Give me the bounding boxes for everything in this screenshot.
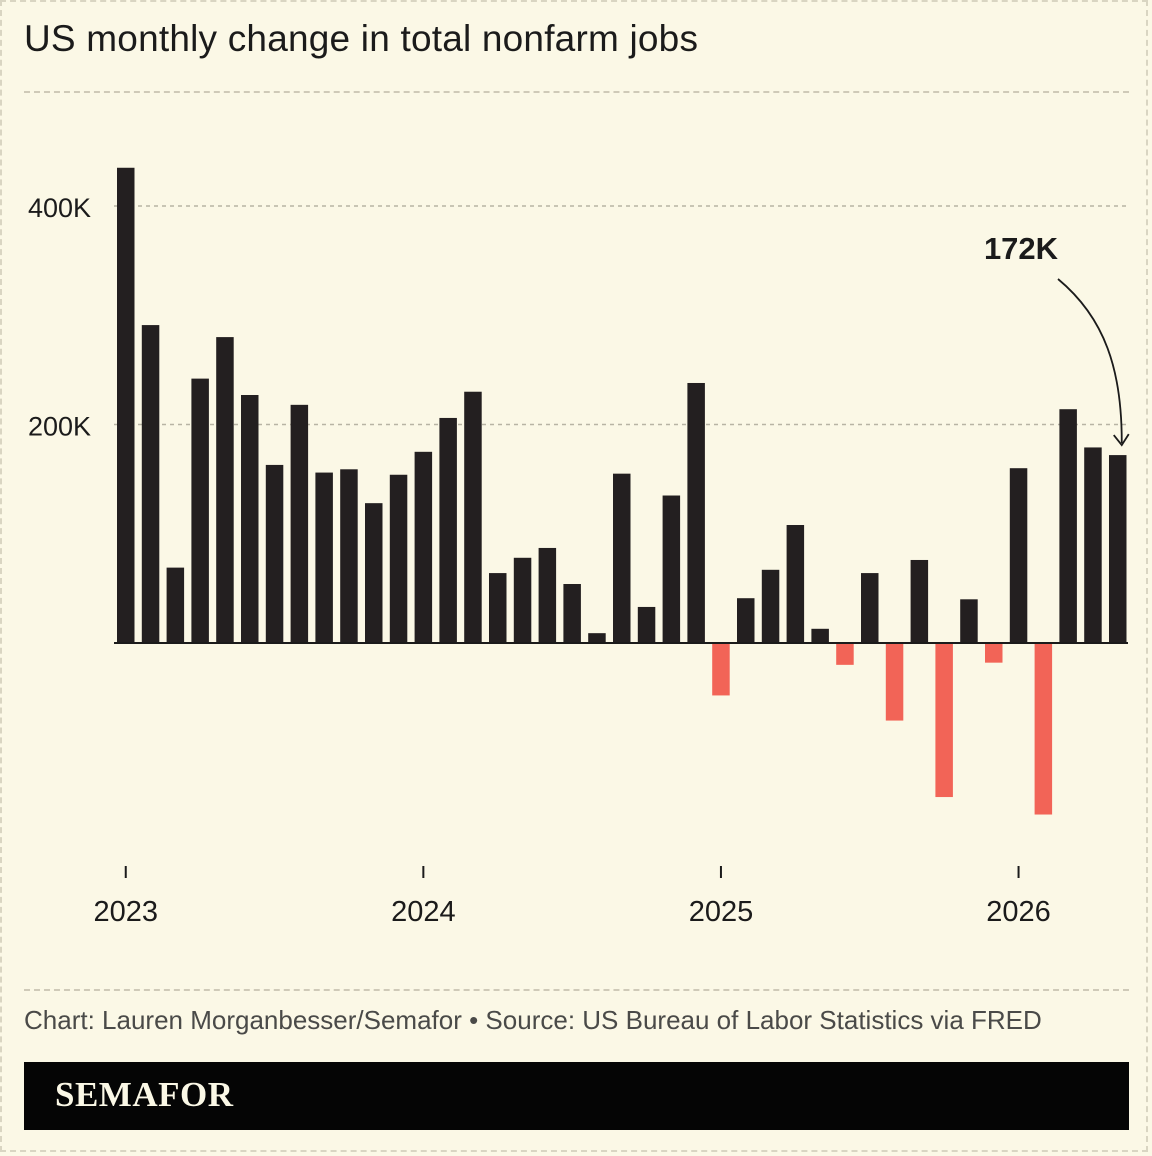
bar-2024-10 (637, 606, 656, 643)
bar-2025-10 (935, 643, 953, 798)
bar-2025-12 (985, 643, 1003, 663)
bar-2025-09 (910, 559, 929, 643)
y-tick-label: 400K (28, 193, 91, 223)
bar-2026-03 (1059, 409, 1077, 643)
bar-2025-05 (811, 628, 829, 643)
bar-2025-07 (861, 573, 879, 643)
x-tick-label: 2025 (689, 896, 754, 928)
bar-2024-06 (538, 547, 557, 643)
bar-2026-02 (1034, 643, 1053, 815)
bar-2023-04 (191, 378, 209, 643)
bar-2023-07 (265, 464, 284, 643)
bar-2025-11 (960, 599, 978, 643)
footer-divider (24, 989, 1129, 991)
bar-2025-02 (737, 598, 755, 643)
bar-2024-11 (662, 495, 681, 643)
title-divider (24, 91, 1129, 93)
bar-2023-10 (340, 469, 358, 643)
x-tick-label: 2026 (986, 896, 1051, 928)
chart-credit: Chart: Lauren Morganbesser/Semafor • Sou… (24, 1005, 1042, 1035)
bar-2023-08 (290, 404, 309, 643)
bar-2024-08 (588, 633, 606, 643)
annotation-arrowhead (1113, 433, 1130, 447)
x-tick-label: 2024 (391, 896, 456, 928)
bar-2025-01 (712, 643, 730, 696)
brand-bar: SEMAFOR (24, 1062, 1129, 1130)
bar-2024-09 (613, 473, 631, 643)
semafor-logo: SEMAFOR (55, 1075, 234, 1114)
bar-2023-09 (315, 472, 333, 643)
bar-2024-12 (687, 382, 705, 643)
bar-2023-11 (365, 503, 383, 643)
bar-2025-03 (761, 569, 780, 643)
bar-2023-01 (117, 167, 135, 643)
annotation-arrow (1057, 278, 1123, 444)
bar-2024-03 (464, 391, 482, 643)
annotation-label: 172K (984, 231, 1059, 266)
bar-2025-08 (885, 643, 904, 721)
chart-title: US monthly change in total nonfarm jobs (24, 18, 699, 59)
bar-2026-01 (1009, 468, 1028, 643)
bar-2024-02 (439, 417, 457, 643)
bar-2025-06 (836, 643, 854, 665)
y-tick-label: 200K (28, 412, 91, 442)
bar-2023-06 (241, 395, 259, 643)
bar-2024-01 (414, 451, 433, 643)
bar-2024-05 (513, 557, 532, 643)
bar-2024-07 (563, 584, 581, 643)
x-tick-label: 2023 (93, 896, 158, 928)
bar-2026-05 (1109, 455, 1127, 643)
bar-2023-03 (166, 567, 185, 643)
bar-2024-04 (489, 573, 507, 643)
bar-2023-05 (216, 337, 234, 643)
bar-2026-04 (1084, 447, 1102, 643)
bar-2023-12 (389, 474, 408, 643)
bar-2025-04 (786, 525, 805, 643)
bar-chart: 400K 200K 2023 2024 2025 2026 172K (28, 167, 1130, 928)
bar-2023-02 (141, 325, 160, 643)
